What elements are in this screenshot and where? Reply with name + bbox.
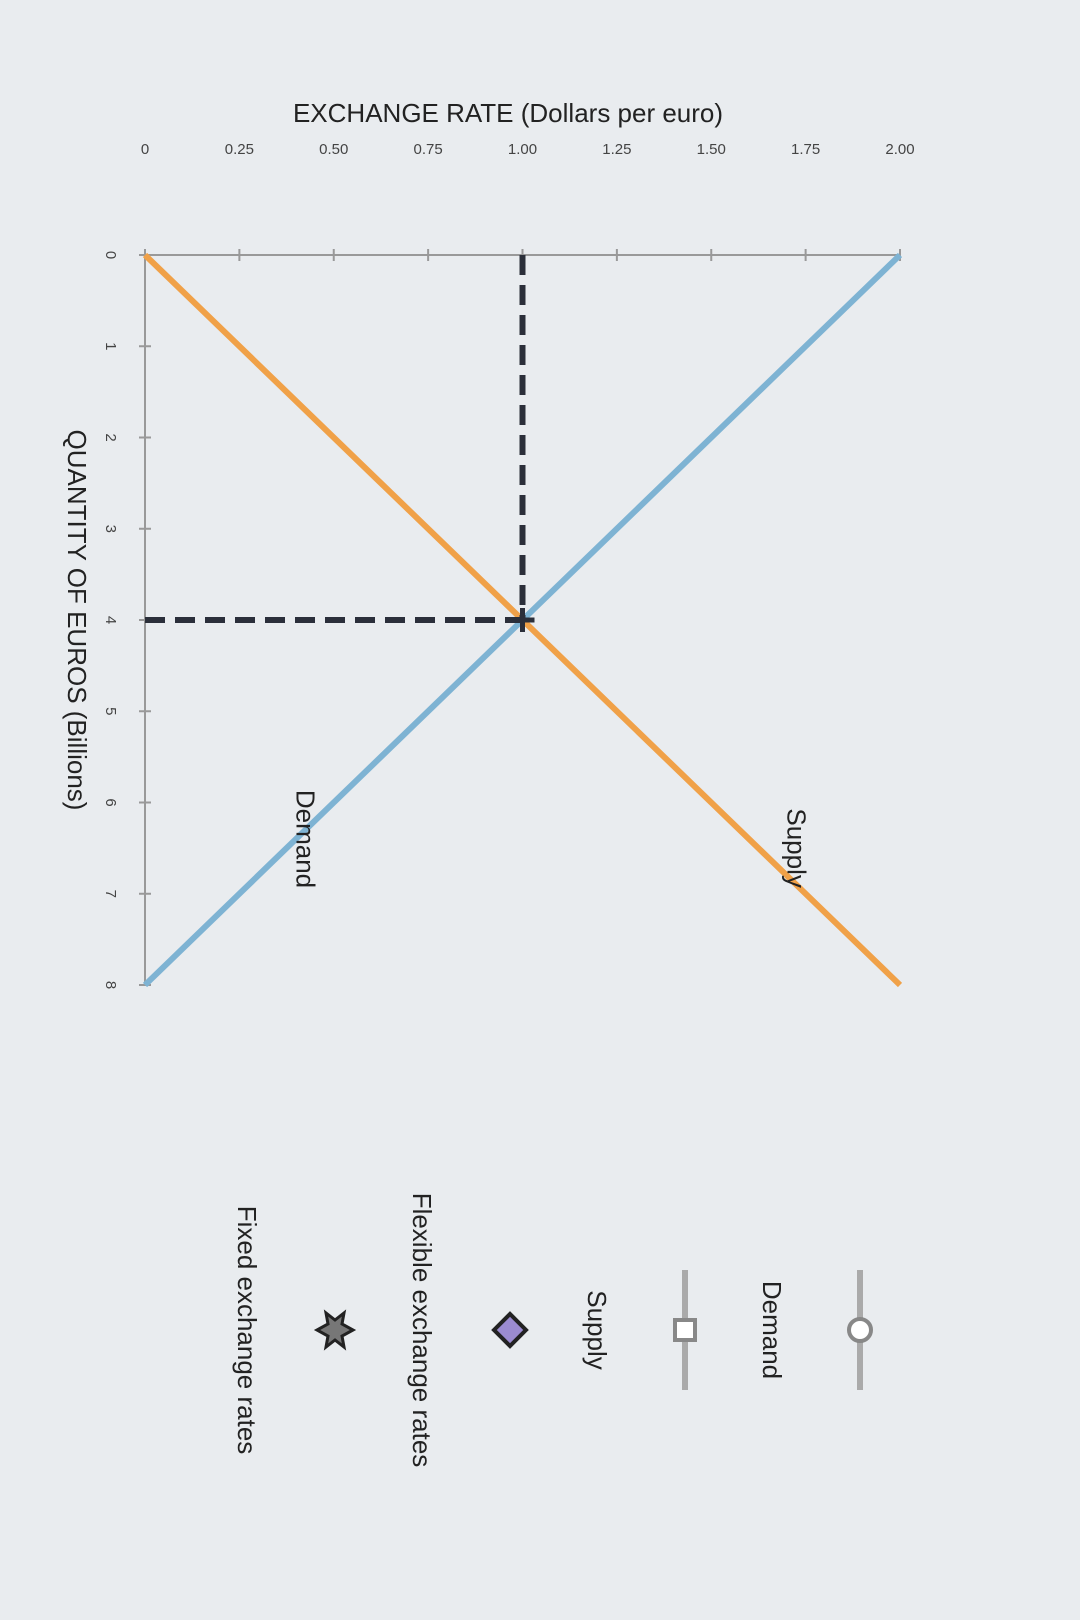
y-tick-label: 2.00	[885, 141, 914, 158]
series-label: Supply	[781, 808, 811, 888]
legend-label: Demand	[757, 1281, 787, 1379]
palette-diamond	[491, 1311, 529, 1349]
legend-square	[673, 1318, 697, 1342]
x-tick-label: 8	[102, 981, 119, 989]
x-tick-label: 5	[102, 707, 119, 715]
y-tick-label: 1.75	[791, 141, 820, 158]
series-label: Demand	[291, 790, 321, 888]
y-tick-label: 0.50	[319, 141, 348, 158]
x-tick-label: 2	[102, 433, 119, 441]
equilibrium-marker	[510, 608, 535, 632]
x-tick-label: 4	[102, 616, 119, 624]
y-axis-title: EXCHANGE RATE (Dollars per euro)	[293, 98, 723, 128]
x-axis-title: QUANTITY OF EUROS (Billions)	[62, 430, 92, 811]
y-tick-label: 1.00	[508, 141, 537, 158]
x-tick-label: 6	[102, 798, 119, 806]
rotated-chart: EXCHANGE RATE (Dollars per euro) QUANTIT…	[62, 98, 914, 1467]
legend-label: Fixed exchange rates	[232, 1206, 262, 1455]
legend-label: Flexible exchange rates	[407, 1193, 437, 1468]
y-tick-label: 0.25	[225, 141, 254, 158]
y-tick-label: 0	[141, 141, 149, 158]
palette-star	[313, 1309, 357, 1351]
legend-label: Supply	[582, 1290, 612, 1370]
x-tick-label: 3	[102, 525, 119, 533]
y-tick-label: 1.50	[697, 141, 726, 158]
x-tick-label: 1	[102, 342, 119, 350]
x-tick-label: 7	[102, 890, 119, 898]
y-tick-label: 0.75	[414, 141, 443, 158]
x-tick-label: 0	[102, 251, 119, 259]
legend-circle	[847, 1317, 873, 1343]
y-tick-label: 1.25	[602, 141, 631, 158]
